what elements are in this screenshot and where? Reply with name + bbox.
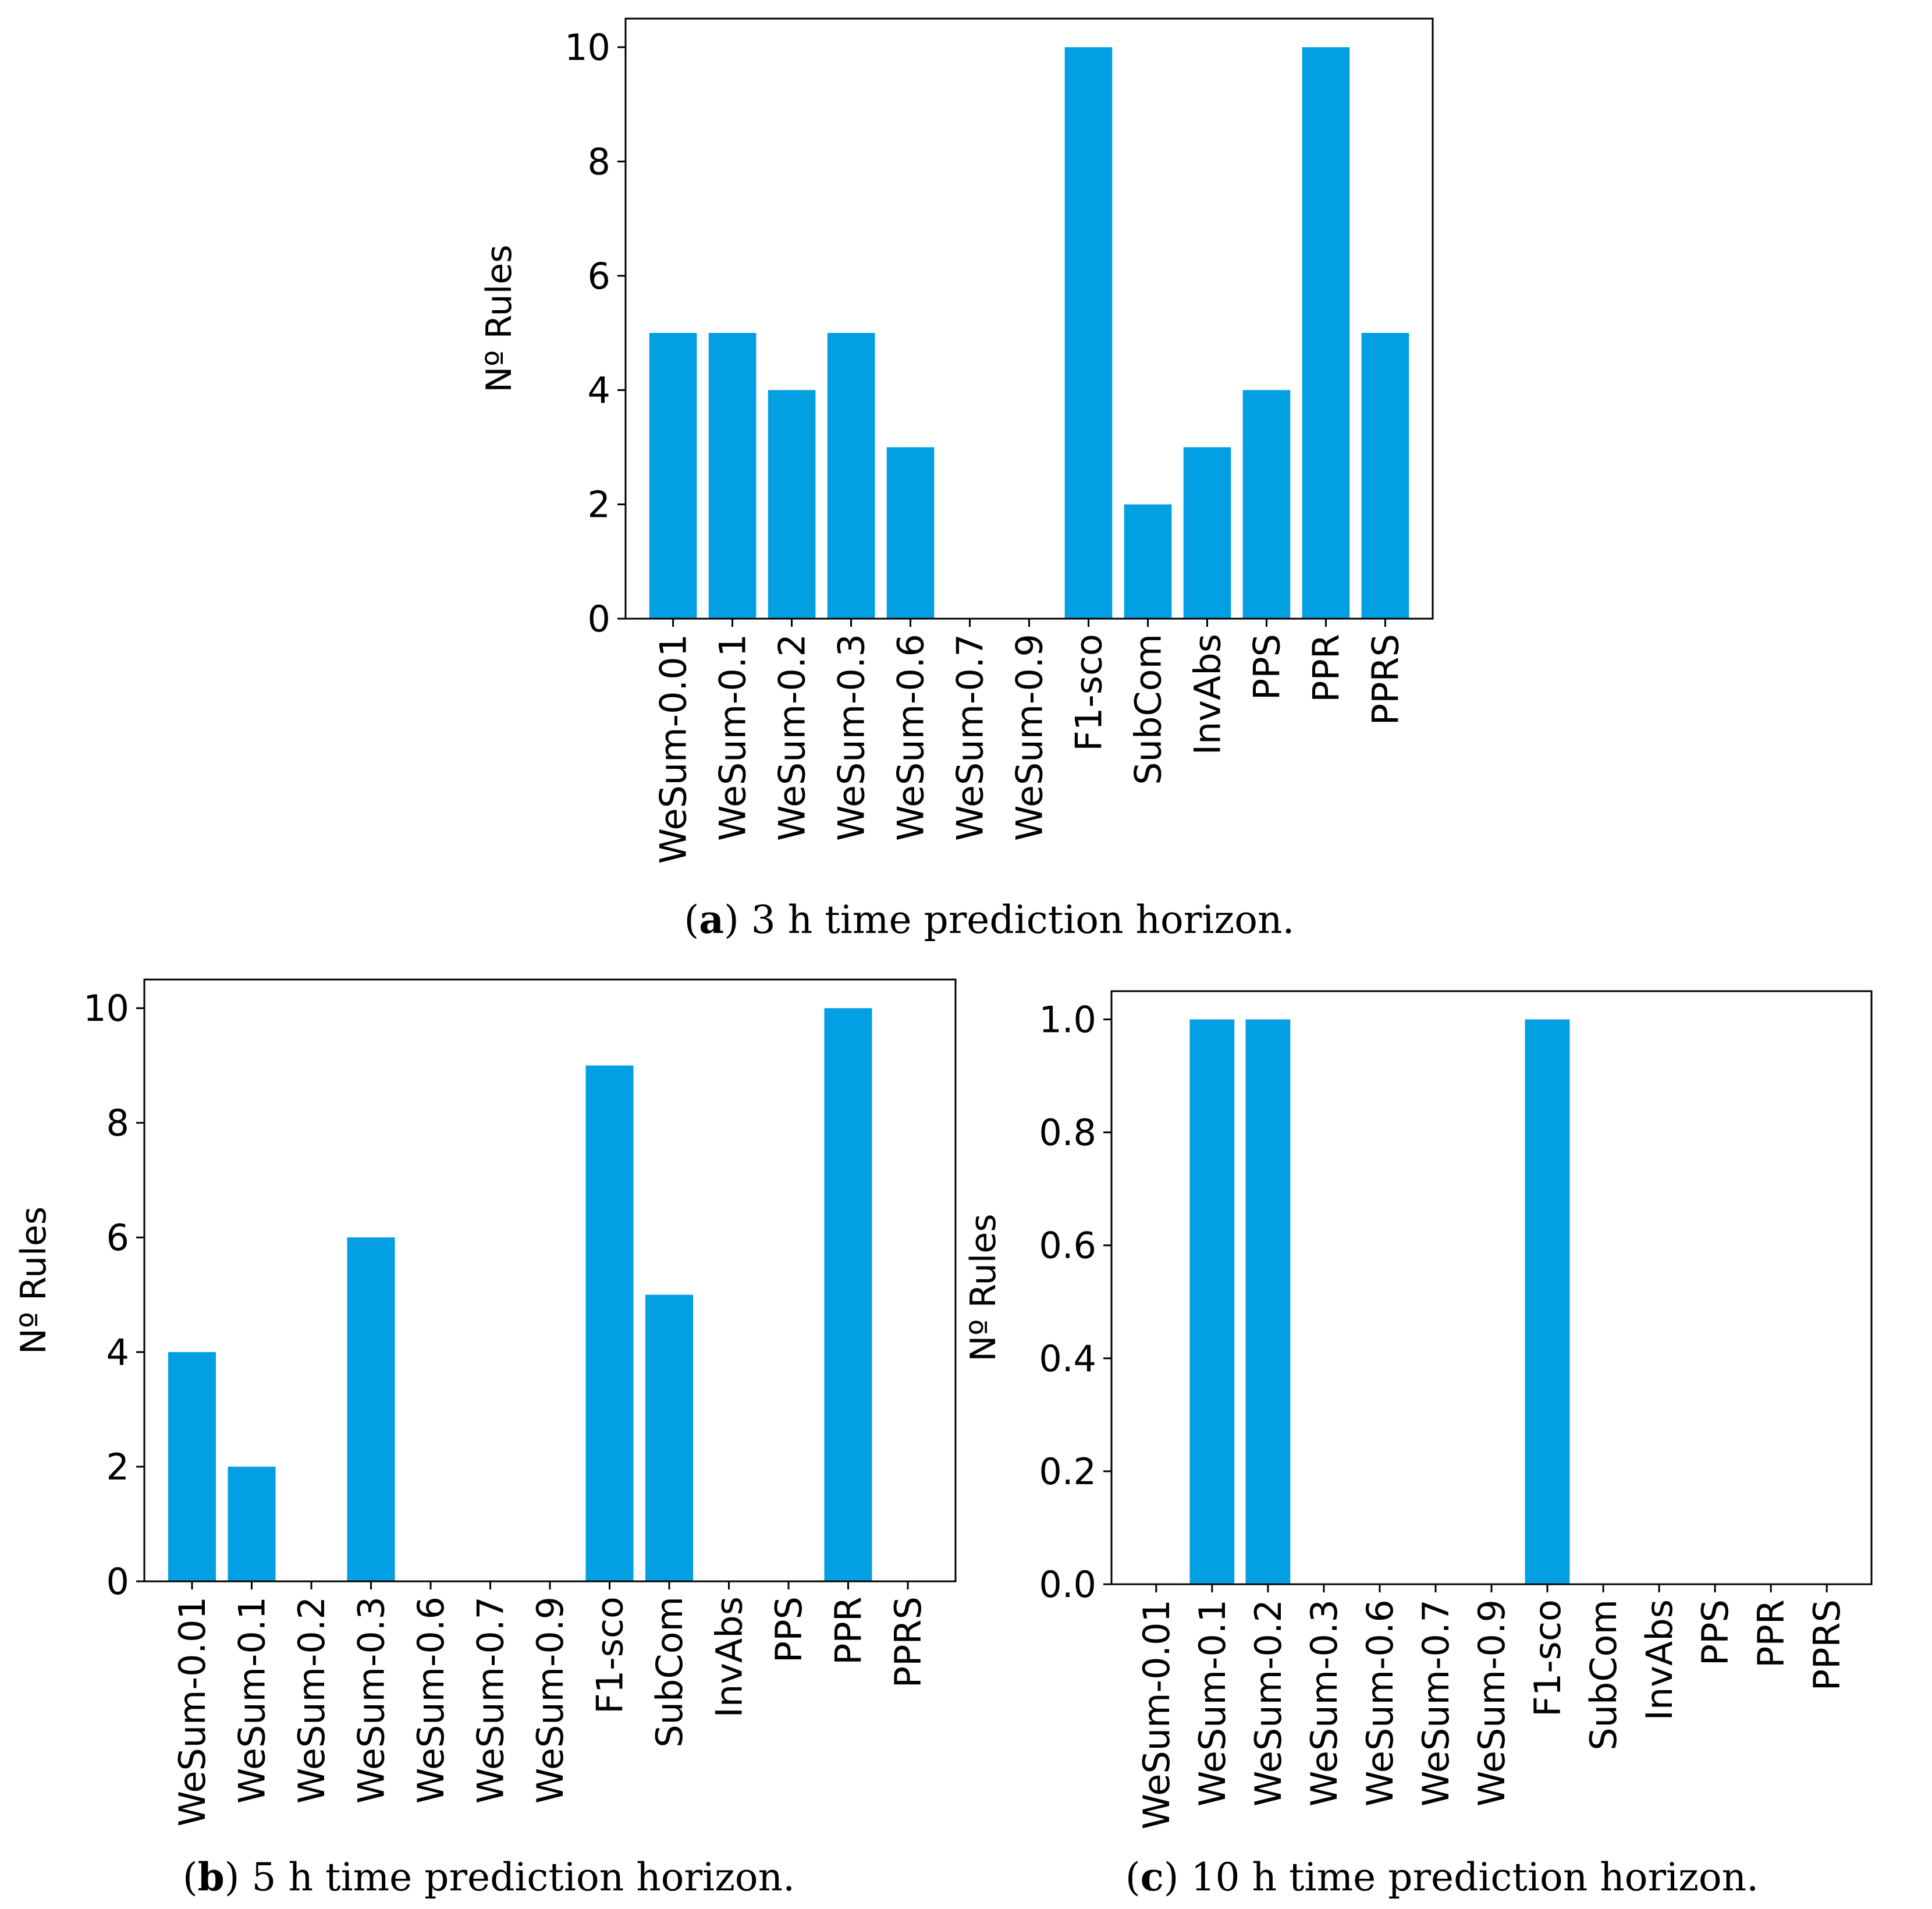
y-tick-label-c-3: 0.6 [1039, 1225, 1096, 1267]
x-tick-label-c-12: PPRS [1806, 1599, 1848, 1691]
bar-a-9 [1183, 447, 1231, 619]
y-axis-label-a: Nº Rules [479, 244, 520, 392]
y-tick-label-b-2: 4 [106, 1331, 129, 1374]
x-tick-label-a-1: WeSum-0.1 [712, 634, 754, 841]
y-tick-label-a-4: 8 [588, 140, 610, 183]
caption-c-text: 10 h time prediction horizon. [1179, 1855, 1759, 1900]
bar-b-11 [824, 1008, 872, 1581]
x-tick-label-a-9: InvAbs [1186, 634, 1228, 755]
y-axis-label-c: Nº Rules [963, 1213, 1004, 1361]
x-tick-label-a-7: F1-sco [1067, 634, 1110, 751]
caption-b-letter: b [198, 1854, 225, 1900]
x-tick-label-c-2: WeSum-0.2 [1247, 1599, 1290, 1807]
bar-c-7 [1525, 1019, 1570, 1584]
x-tick-label-c-3: WeSum-0.3 [1303, 1599, 1345, 1807]
x-tick-label-b-7: F1-sco [589, 1596, 631, 1714]
x-tick-label-a-12: PPRS [1364, 634, 1407, 725]
bar-b-1 [228, 1467, 276, 1581]
y-axis-label-b: Nº Rules [13, 1207, 54, 1354]
chart-panel-a: 0 2 4 6 8 10 WeSum-0.01 WeSum-0.1 WeSum-0.2 WeSum… [479, 17, 1434, 864]
x-tick-label-c-0: WeSum-0.01 [1135, 1599, 1178, 1829]
x-tick-label-c-5: WeSum-0.7 [1415, 1599, 1457, 1807]
bar-a-7 [1064, 47, 1113, 619]
x-tick-label-b-10: PPS [768, 1596, 810, 1663]
y-tick-label-a-1: 2 [588, 484, 610, 526]
x-tick-label-b-3: WeSum-0.3 [350, 1596, 393, 1804]
x-tick-label-a-10: PPS [1245, 634, 1288, 700]
y-tick-label-b-3: 6 [106, 1216, 129, 1259]
x-tick-label-a-3: WeSum-0.3 [830, 634, 873, 841]
x-tick-label-a-2: WeSum-0.2 [771, 634, 814, 841]
x-tick-label-b-2: WeSum-0.2 [290, 1596, 333, 1804]
bar-a-3 [827, 333, 875, 619]
bar-b-3 [347, 1237, 395, 1581]
y-tick-label-b-5: 10 [83, 987, 129, 1030]
y-tick-label-c-4: 0.8 [1039, 1112, 1096, 1154]
bar-b-0 [168, 1352, 216, 1581]
x-tick-label-b-8: SubCom [648, 1596, 691, 1748]
bar-a-1 [708, 333, 757, 619]
x-tick-label-c-11: PPR [1750, 1599, 1792, 1668]
x-tick-label-a-4: WeSum-0.6 [890, 634, 932, 841]
y-tick-label-c-5: 1.0 [1039, 999, 1096, 1041]
caption-c-letter: c [1141, 1854, 1164, 1900]
bar-c-1 [1189, 1019, 1235, 1584]
x-tick-label-c-4: WeSum-0.6 [1359, 1599, 1401, 1807]
y-tick-label-a-0: 0 [588, 598, 610, 640]
bar-a-2 [768, 390, 816, 619]
x-tick-label-b-6: WeSum-0.9 [529, 1596, 571, 1804]
y-tick-label-a-5: 10 [564, 26, 610, 69]
caption-c: (c) 10 h time prediction horizon. [1125, 1854, 1759, 1900]
bar-a-12 [1361, 333, 1409, 619]
bar-a-10 [1242, 390, 1291, 619]
bar-a-11 [1302, 47, 1350, 619]
x-tick-label-c-10: PPS [1694, 1599, 1736, 1666]
x-tick-label-b-12: PPRS [887, 1596, 929, 1688]
y-tick-label-b-1: 2 [106, 1446, 129, 1488]
x-tick-label-a-0: WeSum-0.01 [652, 634, 695, 864]
bar-c-2 [1245, 1019, 1291, 1584]
bar-a-4 [886, 447, 935, 619]
bar-b-7 [585, 1065, 634, 1581]
chart-panel-b: 0 2 4 6 8 10 WeSum-0.01 WeSum-0.1 WeSum-0.2 WeSum… [13, 978, 957, 1826]
x-tick-label-b-4: WeSum-0.6 [410, 1596, 452, 1804]
caption-a-letter: a [699, 897, 724, 942]
x-tick-label-b-11: PPR [828, 1596, 870, 1665]
x-tick-label-c-8: SubCom [1582, 1599, 1625, 1751]
x-tick-label-c-1: WeSum-0.1 [1191, 1599, 1234, 1807]
y-tick-label-b-4: 8 [106, 1102, 129, 1144]
x-tick-label-b-1: WeSum-0.1 [231, 1596, 274, 1804]
x-tick-label-c-9: InvAbs [1638, 1599, 1681, 1720]
caption-a: (a) 3 h time prediction horizon. [684, 897, 1295, 942]
bar-b-8 [645, 1294, 693, 1581]
x-tick-label-a-5: WeSum-0.7 [949, 634, 992, 841]
x-tick-label-b-9: InvAbs [708, 1596, 751, 1718]
x-tick-label-c-7: F1-sco [1526, 1599, 1569, 1717]
y-tick-label-c-2: 0.4 [1039, 1337, 1096, 1380]
caption-b: (b) 5 h time prediction horizon. [183, 1854, 795, 1900]
y-tick-label-b-0: 0 [106, 1560, 129, 1603]
chart-panel-c: 0.0 0.2 0.4 0.6 0.8 1.0 WeSum-0.01 WeSum-0.1 WeS… [963, 990, 1873, 1829]
bar-a-0 [649, 333, 697, 619]
y-tick-label-c-1: 0.2 [1039, 1450, 1096, 1493]
y-tick-label-a-3: 6 [588, 255, 610, 297]
x-tick-label-a-6: WeSum-0.9 [1008, 634, 1051, 841]
x-tick-label-b-0: WeSum-0.01 [171, 1596, 214, 1826]
bar-a-8 [1124, 504, 1172, 619]
x-tick-label-a-11: PPR [1305, 634, 1347, 702]
x-tick-label-a-8: SubCom [1127, 634, 1169, 785]
y-tick-label-c-0: 0.0 [1039, 1563, 1096, 1606]
caption-a-text: 3 h time prediction horizon. [739, 897, 1295, 942]
x-tick-label-c-6: WeSum-0.9 [1471, 1599, 1513, 1807]
x-tick-label-b-5: WeSum-0.7 [470, 1596, 512, 1804]
caption-b-text: 5 h time prediction horizon. [240, 1855, 795, 1900]
y-tick-label-a-2: 4 [588, 369, 610, 411]
